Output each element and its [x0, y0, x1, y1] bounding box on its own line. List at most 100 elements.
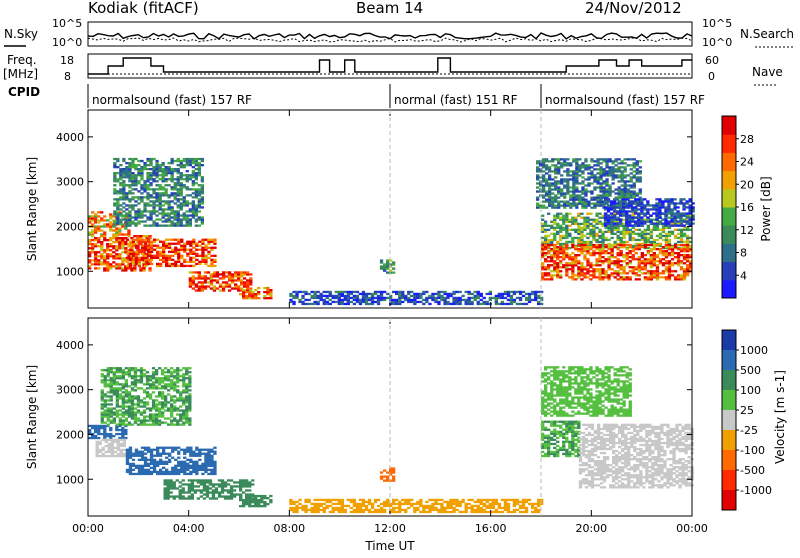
heatmap-cell: [596, 160, 599, 162]
heatmap-cell: [581, 199, 584, 201]
heatmap-cell: [383, 291, 386, 293]
heatmap-cell: [626, 272, 629, 274]
heatmap-cell: [245, 483, 248, 485]
heatmap-cell: [100, 249, 103, 251]
heatmap-cell: [176, 367, 179, 369]
heatmap-cell: [621, 188, 624, 190]
heatmap-cell: [103, 219, 106, 221]
heatmap-cell: [131, 401, 134, 403]
heatmap-cell: [104, 369, 107, 371]
heatmap-cell: [611, 233, 614, 235]
heatmap-cell: [103, 249, 106, 251]
heatmap-cell: [632, 270, 635, 272]
heatmap-cell: [155, 168, 158, 170]
heatmap-cell: [620, 264, 623, 266]
heatmap-cell: [443, 291, 446, 293]
heatmap-cell: [631, 220, 634, 222]
heatmap-cell: [641, 252, 644, 254]
heatmap-cell: [686, 202, 689, 204]
heatmap-cell: [571, 252, 574, 254]
heatmap-cell: [563, 186, 566, 188]
heatmap-cell: [155, 164, 158, 166]
heatmap-cell: [621, 178, 624, 180]
heatmap-cell: [102, 439, 105, 441]
heatmap-cell: [556, 264, 559, 266]
heatmap-cell: [534, 295, 537, 297]
colorbar-swatch: [722, 262, 736, 281]
heatmap-cell: [173, 377, 176, 379]
heatmap-cell: [128, 422, 131, 424]
heatmap-cell: [167, 409, 170, 411]
heatmap-cell: [580, 268, 583, 270]
heatmap-cell: [659, 248, 662, 250]
heatmap-cell: [616, 198, 619, 200]
heatmap-cell: [176, 409, 179, 411]
heatmap-cell: [134, 411, 137, 413]
heatmap-cell: [630, 190, 633, 192]
heatmap-cell: [646, 212, 649, 214]
heatmap-cell: [510, 297, 513, 299]
heatmap-cell: [125, 379, 128, 381]
heatmap-cell: [608, 186, 611, 188]
heatmap-cell: [149, 397, 152, 399]
heatmap-cell: [545, 182, 548, 184]
heatmap-cell: [571, 258, 574, 260]
heatmap-cell: [665, 278, 668, 280]
heatmap-cell: [218, 491, 221, 493]
heatmap-cell: [389, 295, 392, 297]
heatmap-cell: [201, 198, 204, 200]
heatmap-cell: [164, 379, 167, 381]
heatmap-cell: [153, 239, 156, 241]
heatmap-cell: [149, 200, 152, 202]
heatmap-cell: [91, 247, 94, 249]
heatmap-cell: [605, 194, 608, 196]
heatmap-cell: [599, 166, 602, 168]
heatmap-cell: [97, 237, 100, 239]
heatmap-cell: [392, 261, 395, 263]
heatmap-cell: [171, 449, 174, 451]
heatmap-cell: [542, 166, 545, 168]
heatmap-cell: [189, 174, 192, 176]
heatmap-cell: [207, 281, 210, 283]
heatmap-cell: [498, 303, 501, 305]
heatmap-cell: [149, 383, 152, 385]
heatmap-cell: [589, 235, 592, 237]
heatmap-cell: [551, 207, 554, 209]
heatmap-cell: [116, 393, 119, 395]
heatmap-cell: [162, 463, 165, 465]
heatmap-cell: [179, 485, 182, 487]
heatmap-cell: [335, 291, 338, 293]
heatmap-cell: [604, 252, 607, 254]
heatmap-cell: [237, 289, 240, 291]
heatmap-cell: [165, 178, 168, 180]
heatmap-cell: [171, 186, 174, 188]
heatmap-cell: [680, 241, 683, 243]
heatmap-cell: [607, 227, 610, 229]
heatmap-cell: [162, 200, 165, 202]
heatmap-cell: [638, 260, 641, 262]
heatmap-cell: [116, 383, 119, 385]
heatmap-cell: [659, 229, 662, 231]
heatmap-cell: [246, 287, 249, 289]
heatmap-cell: [572, 170, 575, 172]
heatmap-cell: [589, 229, 592, 231]
heatmap-cell: [210, 249, 213, 251]
heatmap-cell: [146, 225, 149, 227]
heatmap-cell: [156, 449, 159, 451]
heatmap-cell: [547, 246, 550, 248]
heatmap-cell: [655, 204, 658, 206]
heatmap-cell: [180, 218, 183, 220]
heatmap-cell: [625, 198, 628, 200]
heatmap-cell: [638, 274, 641, 276]
heatmap-cell: [129, 467, 132, 469]
heatmap-cell: [662, 254, 665, 256]
heatmap-cell: [599, 190, 602, 192]
heatmap-cell: [254, 297, 257, 299]
heatmap-cell: [347, 297, 350, 299]
heatmap-cell: [572, 158, 575, 160]
heatmap-cell: [219, 277, 222, 279]
heatmap-cell: [168, 245, 171, 247]
heatmap-cell: [245, 481, 248, 483]
heatmap-cell: [634, 222, 637, 224]
heatmap-cell: [638, 229, 641, 231]
